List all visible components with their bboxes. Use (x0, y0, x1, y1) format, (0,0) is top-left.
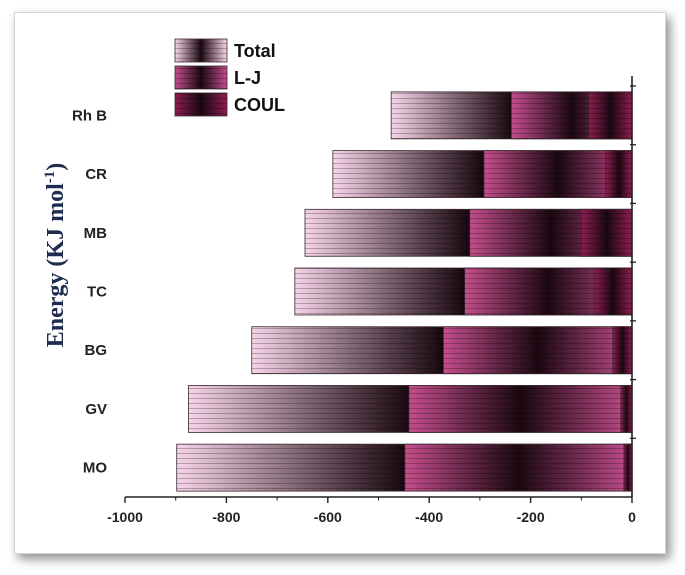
category-label-bg: BG (85, 342, 108, 359)
legend: Total L-J COUL (174, 38, 285, 117)
l-j-bar-mo-stripes (404, 444, 632, 492)
coul-bar-gv-stripes (620, 385, 632, 433)
coul-bar-bg-stripes (612, 326, 632, 374)
y-axis-label-close: ) (43, 163, 69, 171)
x-tick-label-3: -400 (415, 509, 443, 525)
legend-label-total: Total (234, 41, 276, 61)
category-label-rh-b: Rh B (72, 107, 107, 124)
y-axis-label-main: Energy (KJ mol (43, 183, 69, 347)
x-tick-label-2: -600 (314, 509, 342, 525)
category-label-mo: MO (83, 460, 107, 477)
category-label-cr: CR (85, 166, 107, 183)
l-j-bar-gv-stripes (408, 385, 632, 433)
x-tick-label-4: -200 (517, 509, 545, 525)
coul-bar-mb-stripes (581, 209, 632, 257)
x-tick-label-1: -800 (212, 509, 240, 525)
coul-bar-cr-stripes (605, 150, 632, 198)
legend-swatch-stripes-total (175, 39, 227, 62)
y-axis-label-sup: -1 (42, 171, 58, 184)
category-labels-group: Rh B CR MB TC BG GV MO (72, 107, 107, 476)
category-label-mb: MB (84, 225, 107, 242)
legend-label-coul: COUL (234, 95, 285, 115)
y-axis-label: Energy (KJ mol-1) (42, 163, 69, 347)
legend-label-l-j: L-J (234, 68, 261, 88)
x-tick-label-0: -1000 (107, 509, 143, 525)
coul-bar-tc-stripes (593, 268, 632, 315)
category-label-tc: TC (87, 284, 107, 301)
bars-group (176, 91, 633, 492)
coul-bar-mo-stripes (623, 444, 632, 492)
l-j-bar-bg-stripes (443, 326, 632, 374)
category-label-gv: GV (85, 401, 107, 418)
chart-frame: -1000 -800 -600 -400 -200 0 Rh B CR MB TC BG GV MO … (14, 12, 666, 554)
x-tick-label-5: 0 (628, 509, 636, 525)
legend-swatch-stripes-l-j (175, 66, 227, 89)
coul-bar-rh-b-stripes (588, 91, 632, 139)
energy-bar-chart: -1000 -800 -600 -400 -200 0 Rh BCRMBTCBGGVMO … (42, 38, 636, 525)
legend-swatch-stripes-coul (175, 93, 227, 116)
x-ticks-group: -1000 -800 -600 -400 -200 0 (107, 497, 636, 525)
